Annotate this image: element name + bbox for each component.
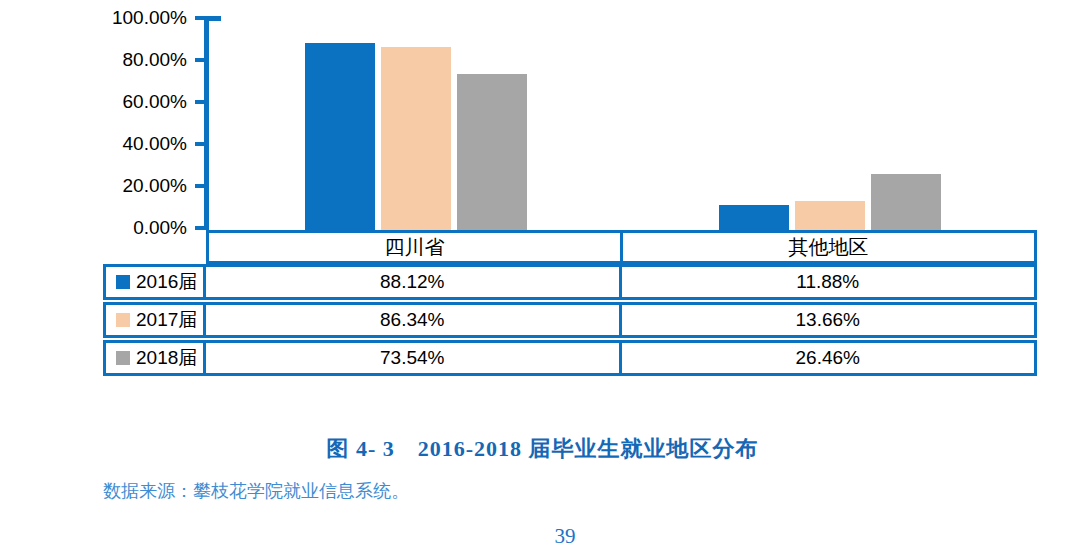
table-row-2016: 2016届 88.12% 11.88% [103, 264, 1037, 300]
legend-cell-2016: 2016届 [103, 264, 206, 300]
bar-2017-other [795, 201, 865, 230]
bar-2016-sichuan [305, 43, 375, 230]
value-2017-sichuan: 86.34% [203, 302, 622, 338]
bar-2017-sichuan [381, 47, 451, 230]
bar-group-other-regions [623, 18, 1037, 230]
legend-cell-2017: 2017届 [103, 302, 206, 338]
y-tick-label: 20.00% [0, 175, 187, 197]
legend-label: 2017届 [136, 307, 197, 333]
y-axis-labels: 100.00% 80.00% 60.00% 40.00% 20.00% 0.00… [0, 0, 187, 240]
legend-swatch-2016 [116, 275, 130, 289]
y-axis-tick [195, 16, 204, 20]
data-source-note: 数据来源：攀枝花学院就业信息系统。 [103, 479, 409, 503]
y-tick-label: 100.00% [0, 7, 187, 29]
y-tick-label: 40.00% [0, 133, 187, 155]
bar-2018-sichuan [457, 74, 527, 230]
value-2017-other: 13.66% [619, 302, 1038, 338]
legend-swatch-2017 [116, 313, 130, 327]
value-2016-other: 11.88% [619, 264, 1038, 300]
category-header-sichuan: 四川省 [206, 230, 623, 264]
bar-group-sichuan [209, 18, 623, 230]
y-axis-tick [195, 58, 204, 62]
figure-caption: 图 4- 3 2016-2018 届毕业生就业地区分布 [0, 434, 1085, 464]
y-axis-tick [195, 226, 204, 230]
report-page: 100.00% 80.00% 60.00% 40.00% 20.00% 0.00… [0, 0, 1085, 559]
y-axis-tick [195, 100, 204, 104]
bar-2016-other [719, 205, 789, 230]
y-axis-tick [195, 142, 204, 146]
y-tick-label: 80.00% [0, 49, 187, 71]
value-2018-other: 26.46% [619, 340, 1038, 376]
page-number: 39 [0, 524, 1085, 549]
legend-label: 2016届 [136, 269, 197, 295]
legend-swatch-2018 [116, 351, 130, 365]
y-tick-label: 60.00% [0, 91, 187, 113]
legend-cell-2018: 2018届 [103, 340, 206, 376]
y-tick-label: 0.00% [0, 217, 187, 239]
y-axis-tick [195, 184, 204, 188]
value-2016-sichuan: 88.12% [203, 264, 622, 300]
bar-2018-other [871, 174, 941, 230]
data-table: 2016届 88.12% 11.88% 2017届 86.34% 13.66% … [103, 264, 1037, 378]
value-2018-sichuan: 73.54% [203, 340, 622, 376]
legend-label: 2018届 [136, 345, 197, 371]
plot-area [209, 18, 1037, 230]
category-header-other-regions: 其他地区 [620, 230, 1037, 264]
table-row-2018: 2018届 73.54% 26.46% [103, 340, 1037, 376]
table-row-2017: 2017届 86.34% 13.66% [103, 302, 1037, 338]
category-header-row: 四川省 其他地区 [206, 230, 1037, 264]
